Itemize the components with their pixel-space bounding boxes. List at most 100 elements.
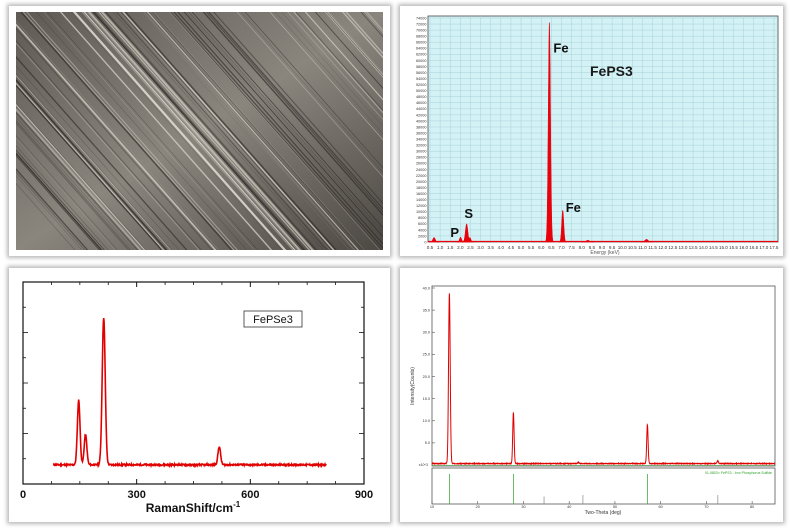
edx-x-tick-label: 10.0 bbox=[618, 245, 627, 250]
edx-x-tick-label: 6.0 bbox=[538, 245, 545, 250]
sem-streak bbox=[173, 12, 383, 250]
edx-y-tick-label: 54000 bbox=[416, 77, 427, 81]
xrd-y-tick-label: 30.0 bbox=[423, 331, 430, 335]
edx-y-tick-label: 26000 bbox=[416, 162, 427, 166]
edx-x-tick-label: 14.0 bbox=[699, 245, 708, 250]
sem-streak bbox=[183, 12, 383, 238]
sem-streak bbox=[92, 12, 305, 250]
edx-x-tick-label: 13.5 bbox=[689, 245, 698, 250]
edx-y-tick-label: 28000 bbox=[416, 156, 427, 160]
sem-streak bbox=[16, 20, 219, 250]
edx-x-tick-label: 16.5 bbox=[749, 245, 758, 250]
edx-y-tick-label: 16000 bbox=[416, 192, 427, 196]
edx-x-tick-label: 13.0 bbox=[678, 245, 687, 250]
sem-streak bbox=[168, 12, 381, 250]
sem-streak bbox=[244, 12, 383, 169]
sem-streak bbox=[16, 73, 172, 250]
sem-streak bbox=[86, 12, 299, 250]
edx-peak-label: Fe bbox=[566, 200, 581, 215]
raman-x-tick-label: 900 bbox=[355, 489, 373, 501]
edx-x-tick-label: 15.5 bbox=[729, 245, 738, 250]
sem-streak bbox=[101, 12, 315, 250]
sem-streak bbox=[115, 12, 328, 250]
edx-y-tick-label: 46000 bbox=[416, 101, 427, 105]
xrd-x-tick-label: 10 bbox=[430, 505, 434, 509]
edx-x-tick-label: 14.5 bbox=[709, 245, 718, 250]
xrd-y-scale-label: x10^3 bbox=[419, 463, 428, 467]
sem-streak bbox=[100, 12, 314, 250]
sem-streak bbox=[16, 26, 214, 250]
edx-y-tick-label: 64000 bbox=[416, 47, 427, 51]
sem-streak bbox=[83, 12, 296, 250]
edx-y-tick-label: 72000 bbox=[416, 22, 427, 26]
sem-streak bbox=[26, 12, 238, 250]
sem-streak bbox=[16, 135, 118, 250]
edx-x-tick-label: 8.0 bbox=[579, 245, 586, 250]
edx-x-tick-label: 12.0 bbox=[658, 245, 667, 250]
sem-streak bbox=[46, 12, 259, 250]
sem-streak bbox=[170, 12, 382, 250]
edx-y-tick-label: 68000 bbox=[416, 35, 427, 39]
sem-streak bbox=[119, 12, 331, 250]
edx-x-tick-label: 7.5 bbox=[568, 245, 575, 250]
sem-streak bbox=[20, 12, 233, 250]
raman-x-tick-label: 0 bbox=[20, 489, 26, 501]
sem-streak bbox=[269, 12, 383, 141]
sem-streak bbox=[16, 82, 165, 250]
edx-x-tick-label: 9.5 bbox=[609, 245, 616, 250]
edx-y-tick-label: 52000 bbox=[416, 83, 427, 87]
xrd-main-plot bbox=[431, 285, 776, 467]
sem-streak bbox=[16, 111, 139, 250]
xrd-y-tick-label: 25.0 bbox=[423, 353, 430, 357]
edx-y-tick-label: 58000 bbox=[416, 65, 427, 69]
edx-y-tick-label: 66000 bbox=[416, 41, 427, 45]
sem-streak bbox=[100, 12, 313, 250]
edx-x-tick-label: 3.0 bbox=[477, 245, 484, 250]
sem-streak bbox=[16, 168, 89, 250]
xrd-y-tick-label: 10.0 bbox=[423, 419, 430, 423]
sem-streak bbox=[16, 65, 180, 250]
sem-streak bbox=[16, 149, 106, 250]
sem-streak bbox=[70, 12, 282, 250]
edx-x-tick-label: 5.0 bbox=[518, 245, 525, 250]
edx-y-tick-label: 56000 bbox=[416, 71, 427, 75]
edx-x-tick-label: 7.0 bbox=[558, 245, 565, 250]
xrd-reference-label: 01-0803> FePS3 - Iron Phosphorus Sulfide bbox=[705, 471, 772, 475]
edx-x-tick-label: 8.5 bbox=[589, 245, 596, 250]
edx-x-tick-label: 17.5 bbox=[770, 245, 779, 250]
raman-spectrum-panel: 0 300 600 900 FePSe3 RamanShift/cm-1 bbox=[9, 268, 390, 522]
sem-streak bbox=[16, 78, 168, 250]
sem-streak bbox=[241, 12, 383, 173]
sem-streak bbox=[202, 12, 383, 216]
edx-y-tick-label: 0 bbox=[424, 240, 426, 244]
edx-x-tick-label: 11.0 bbox=[638, 245, 647, 250]
sem-streak bbox=[152, 12, 364, 250]
sem-streak bbox=[191, 12, 383, 229]
raman-x-tick-label: 600 bbox=[241, 489, 259, 501]
xrd-series-line bbox=[431, 293, 776, 466]
sem-streak bbox=[213, 12, 383, 205]
sem-streak bbox=[88, 12, 301, 250]
sem-streak bbox=[35, 12, 248, 250]
xrd-y-axis-label: Intensity(Counts) bbox=[410, 367, 416, 405]
edx-y-tick-label: 8000 bbox=[418, 216, 426, 220]
sem-streak bbox=[324, 12, 383, 78]
sem-streak bbox=[16, 152, 102, 250]
edx-spectrum-chart: 0 2000 4000 6000 8000 10000 12000 14000 16000 180… bbox=[416, 15, 779, 256]
sem-streaks bbox=[16, 12, 383, 250]
sem-streak bbox=[16, 137, 116, 250]
sem-streak bbox=[287, 12, 383, 121]
edx-x-tick-label: 4.0 bbox=[498, 245, 505, 250]
sem-streak bbox=[326, 12, 383, 76]
sem-streak bbox=[16, 171, 86, 250]
edx-peak-label: S bbox=[464, 206, 473, 221]
sem-streak bbox=[81, 12, 294, 250]
sem-streak bbox=[16, 103, 146, 250]
edx-peak bbox=[544, 22, 555, 243]
sem-streak bbox=[16, 154, 101, 250]
sem-streak bbox=[168, 12, 380, 250]
sem-streak bbox=[328, 12, 383, 74]
edx-y-tick-label: 42000 bbox=[416, 113, 427, 117]
xrd-y-tick-label: 15.0 bbox=[423, 397, 430, 401]
sem-streak bbox=[293, 12, 383, 114]
